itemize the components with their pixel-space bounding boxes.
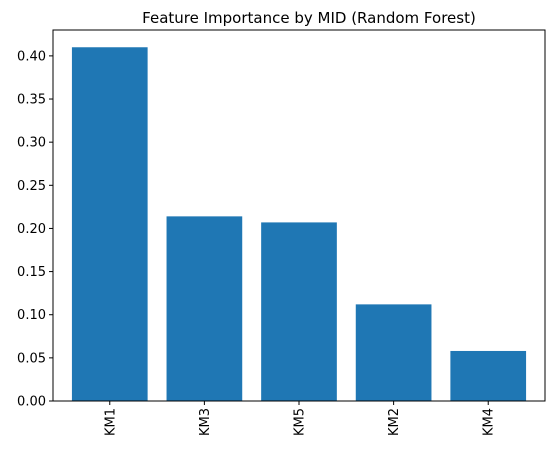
y-tick-label: 0.25 <box>17 179 46 194</box>
y-tick-label: 0.15 <box>17 265 46 280</box>
bar-km2 <box>355 304 432 401</box>
y-tick-label: 0.00 <box>17 395 46 410</box>
y-tick-label: 0.05 <box>17 351 46 366</box>
y-tick-label: 0.35 <box>17 93 46 108</box>
bar-km4 <box>450 350 527 401</box>
x-tick-label: KM1 <box>103 408 118 436</box>
y-tick-label: 0.20 <box>17 222 46 237</box>
bars <box>71 47 527 402</box>
y-axis: 0.00 0.05 0.10 0.15 0.20 0.25 0.30 0.35 0.40 <box>17 49 53 410</box>
bar-km5 <box>261 222 337 401</box>
x-tick-label: KM4 <box>482 408 497 436</box>
x-axis: KM1 KM3 KM5 KM2 KM4 <box>103 401 497 436</box>
plot-frame <box>52 29 546 402</box>
bar-km3 <box>166 216 243 401</box>
bar-km1 <box>71 47 148 402</box>
y-tick-label: 0.10 <box>17 308 46 323</box>
x-tick-label: KM2 <box>387 408 402 436</box>
y-tick-label: 0.40 <box>17 49 46 64</box>
x-tick-label: KM5 <box>293 408 308 436</box>
chart-title: Feature Importance by MID (Random Forest… <box>142 9 476 27</box>
x-tick-label: KM3 <box>198 408 213 436</box>
y-tick-label: 0.30 <box>17 136 46 151</box>
